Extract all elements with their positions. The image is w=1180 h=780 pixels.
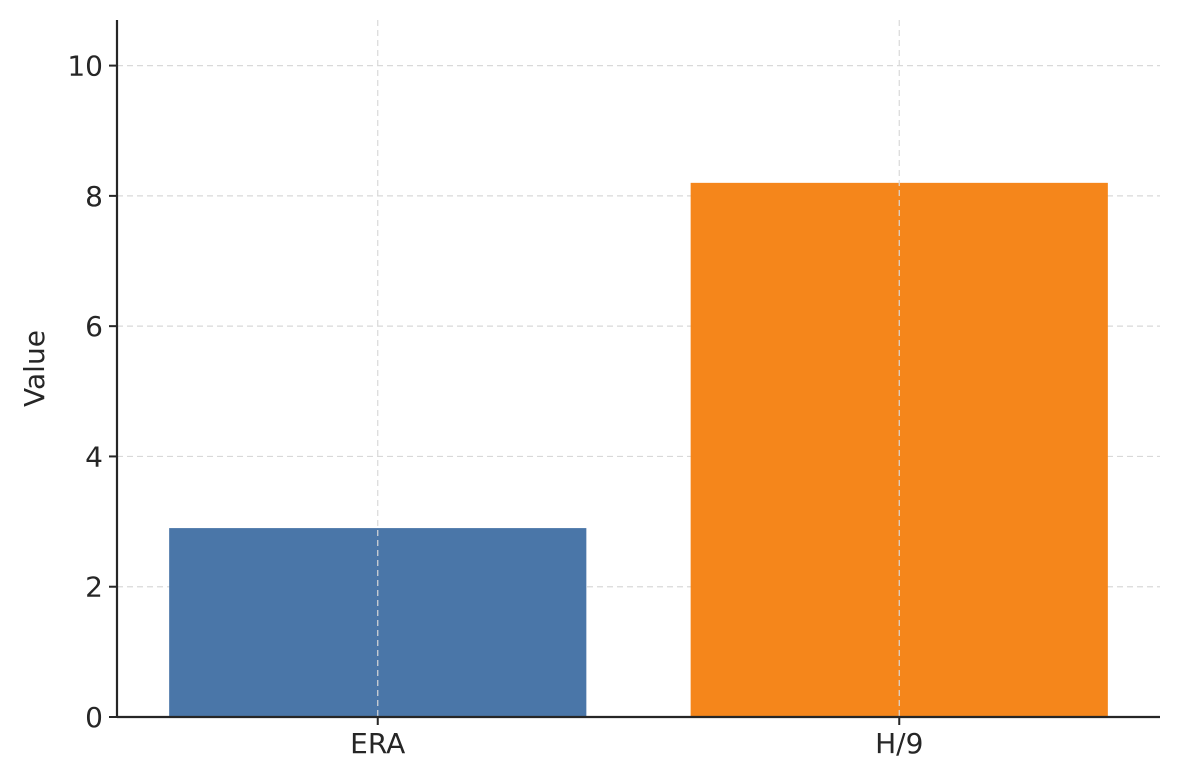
y-tick-label: 6 (85, 310, 103, 343)
x-grid (377, 20, 900, 717)
y-tick-label: 0 (85, 701, 103, 734)
bars (169, 182, 1108, 717)
x-tick-label: ERA (350, 727, 405, 760)
y-tick-label: 4 (85, 440, 103, 473)
y-ticks: 0 2 4 6 8 10 (67, 50, 117, 734)
y-tick-label: 8 (85, 180, 103, 213)
y-tick-label: 2 (85, 571, 103, 604)
x-ticks: ERA H/9 (350, 717, 923, 760)
y-axis-title: Value (18, 330, 51, 407)
y-tick-label: 10 (67, 50, 103, 83)
x-tick-label: H/9 (875, 727, 923, 760)
